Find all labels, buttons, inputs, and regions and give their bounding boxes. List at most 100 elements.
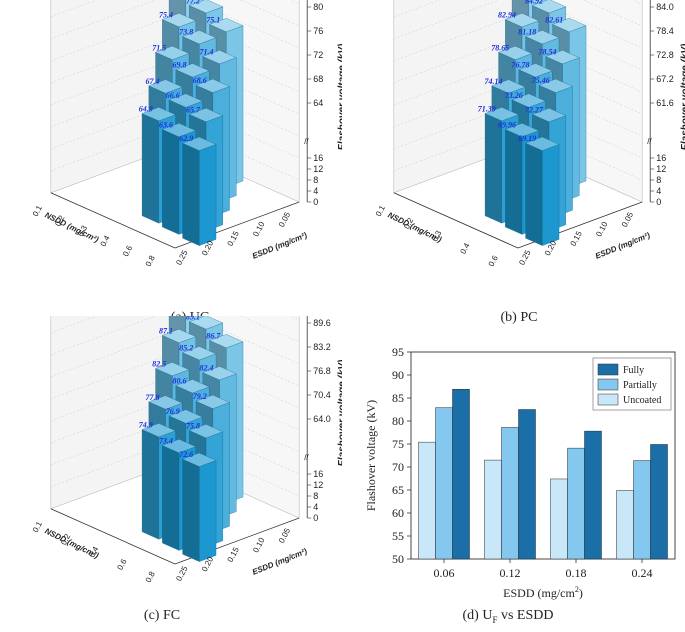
y-tick-label: 95 xyxy=(392,345,404,359)
caption-pc: (b) PC xyxy=(500,310,538,325)
z-tick-label: 72.8 xyxy=(656,50,674,60)
bar-side xyxy=(182,458,200,562)
bar-3d: 72.6 xyxy=(179,450,217,562)
panel-fc: 91.789.187.186.785.282.582.480.677.879.2… xyxy=(0,232,348,632)
bar-value-label: 72.27 xyxy=(525,105,544,114)
nsdd-axis-label: NSDD (mg/cm²) xyxy=(43,526,100,560)
bar-top xyxy=(188,424,224,439)
caption-bar: (d) UF vs ESDD xyxy=(462,608,554,625)
bar-top xyxy=(155,45,190,60)
z-tick-label: 8 xyxy=(313,175,318,185)
bar-value-label: 73.4 xyxy=(159,436,173,445)
bar-side xyxy=(525,142,543,246)
bar-value-label: 69.8 xyxy=(173,61,187,70)
bar-value-label: 74.9 xyxy=(139,421,153,430)
nsdd-axis-line xyxy=(50,508,176,565)
gridline xyxy=(517,102,643,159)
bar-value-label: 64.9 xyxy=(139,104,153,113)
bar-value-label: 87.1 xyxy=(159,326,173,335)
bar-top xyxy=(148,395,183,410)
bar-value-label: 75.46 xyxy=(532,76,550,85)
z-tick-label: 0 xyxy=(313,197,318,207)
bar-top xyxy=(161,439,197,454)
gridline xyxy=(517,58,643,115)
bar-top xyxy=(188,0,224,14)
nsdd-tick-label: 0.6 xyxy=(487,254,500,269)
bar-value-label: 77.2 xyxy=(186,0,200,6)
bar-partially xyxy=(435,407,453,560)
bar-partially xyxy=(501,427,519,560)
z-tick-label: 16 xyxy=(313,469,323,479)
z-tick-label: 0 xyxy=(313,513,318,523)
bar-uncoated xyxy=(418,441,436,560)
legend-label: Fully xyxy=(623,365,644,376)
bar-value-label: 82.5 xyxy=(152,359,166,368)
bar-top xyxy=(491,79,526,94)
bar-chart-uf-vs-esdd: 50 55 60 65 70 75 80 85 90 95 Flashover voltage (k… xyxy=(364,345,676,600)
y-tick-label: 75 xyxy=(392,437,404,451)
bar-value-label: 74.14 xyxy=(485,77,503,86)
bar-top xyxy=(161,13,197,28)
bar-top xyxy=(168,93,203,108)
y-tick-label: 90 xyxy=(392,368,404,382)
z-tick-label: 4 xyxy=(313,502,318,512)
chart-3d-pc: 87.3484.9282.9482.6181.1878.6578.5476.78… xyxy=(374,0,685,269)
bar-fully xyxy=(452,389,470,560)
bar-top xyxy=(552,18,587,32)
gridline xyxy=(174,124,300,181)
bar-value-label: 75.8 xyxy=(186,422,200,431)
bar-value-label: 72.6 xyxy=(179,450,193,459)
plot-frame xyxy=(410,351,676,560)
bar-value-label: 86.7 xyxy=(206,331,221,340)
panel-bar: 50 55 60 65 70 75 80 85 90 95 Flashover voltage (k… xyxy=(343,316,685,632)
legend-label: Uncoated xyxy=(623,395,661,406)
bar-top xyxy=(188,315,224,330)
bar-top xyxy=(209,18,244,32)
panel-pc: 87.3484.9282.9482.6181.1878.6578.5476.78… xyxy=(343,0,685,325)
gridline xyxy=(517,36,643,93)
bar-value-label: 63.6 xyxy=(159,120,173,129)
gridline xyxy=(174,14,300,71)
legend-swatch xyxy=(597,378,619,391)
bar-value-label: 89.1 xyxy=(186,316,200,322)
bar-top xyxy=(182,452,217,467)
z-tick-label: 0 xyxy=(656,197,661,207)
esdd-tick-label: 0.25 xyxy=(174,564,190,582)
z-tick-label: 67.2 xyxy=(656,74,674,84)
bar-3d: 62.9 xyxy=(179,134,217,246)
z-tick-label: 84.0 xyxy=(656,2,674,12)
x-tick-label: 0.18 xyxy=(566,566,587,580)
z-tick-label: 8 xyxy=(656,175,661,185)
bar-top xyxy=(498,45,533,60)
legend-swatch xyxy=(597,393,619,406)
z-tick-label: 64 xyxy=(313,98,323,108)
esdd-tick-label: 0.15 xyxy=(226,229,242,247)
x-tick-label: 0.24 xyxy=(632,566,653,580)
bar-top xyxy=(141,107,176,122)
bar-value-label: 73.8 xyxy=(179,28,193,37)
bar-top xyxy=(531,0,567,14)
gridline xyxy=(174,352,300,409)
z-tick-label: 83.2 xyxy=(313,342,331,352)
z-tick-label: 12 xyxy=(656,164,666,174)
gridline xyxy=(517,14,643,71)
nsdd-tick-label: 0.1 xyxy=(374,203,387,218)
bar-top xyxy=(175,379,210,394)
y-axis-label: Flashover voltage (kV) xyxy=(364,400,378,511)
gridline xyxy=(174,374,300,431)
bar-value-label: 71.4 xyxy=(200,47,214,56)
z-tick-label: 78.4 xyxy=(656,26,674,36)
bar-top xyxy=(538,78,573,93)
bar-top xyxy=(182,346,217,361)
bar-front xyxy=(542,144,560,246)
bar-top xyxy=(168,409,203,424)
gridline xyxy=(174,80,300,137)
z-tick-label: 16 xyxy=(313,153,323,163)
bar-top xyxy=(531,108,567,122)
nsdd-tick-label: 0.1 xyxy=(31,203,44,218)
bars: 87.3484.9282.9482.6181.1878.6578.5476.78… xyxy=(478,0,587,246)
bar-value-label: 82.94 xyxy=(498,11,516,20)
z-tick-label: 68 xyxy=(313,74,323,84)
legend-swatch xyxy=(597,363,619,376)
gridline xyxy=(174,58,300,115)
